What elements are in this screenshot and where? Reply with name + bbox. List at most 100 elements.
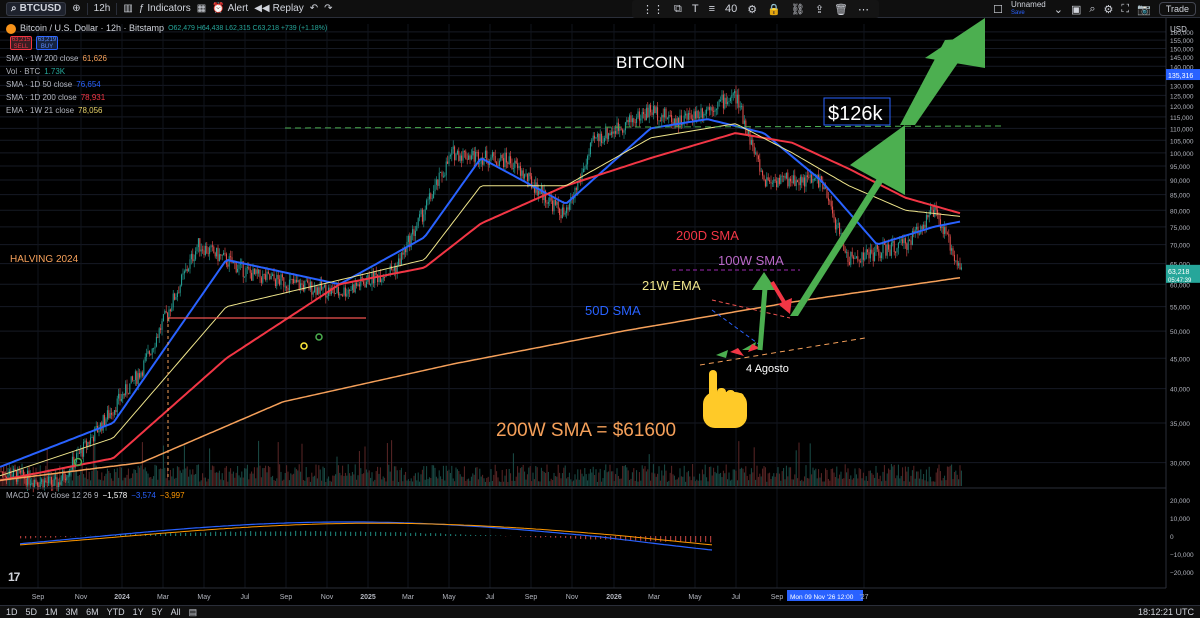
replay-button[interactable]: ◀◀ Replay <box>254 3 304 14</box>
text-tool-icon[interactable]: T <box>691 3 699 15</box>
indicator-legend-row[interactable]: Vol · BTC 1.73K <box>6 65 327 78</box>
watchlist-icon[interactable]: ▣ <box>1070 3 1082 16</box>
volume-bar <box>528 467 530 486</box>
redo-icon[interactable]: ↷ <box>324 3 333 14</box>
down-arrow-shaft <box>770 280 786 304</box>
candle-body <box>118 393 120 399</box>
range-3m[interactable]: 3M <box>65 607 79 617</box>
candle-body <box>419 214 421 218</box>
chart-type-icon[interactable]: ▥ <box>123 3 133 14</box>
camera-icon[interactable]: 📷 <box>1137 3 1151 16</box>
y-tick-label: 75,000 <box>1170 225 1190 232</box>
volume-bar <box>472 473 474 486</box>
macd-histogram-bar <box>275 531 277 536</box>
candle-body <box>311 281 313 295</box>
chart-legend: Bitcoin / U.S. Dollar · 12h · Bitstamp O… <box>6 22 327 117</box>
price-chart[interactable]: BITCOIN $126k HALVING 2024 200D SMA 100W… <box>0 18 1200 605</box>
x-tick-label: Jul <box>732 594 741 601</box>
link-icon[interactable]: ⛓ <box>790 3 805 16</box>
candle-body <box>601 133 603 143</box>
lock-icon[interactable]: 🔒 <box>767 3 781 16</box>
candle-body <box>302 284 304 291</box>
chevron-down-icon[interactable]: ⌄ <box>1053 3 1063 16</box>
layout-checkbox[interactable]: ☐ <box>993 3 1004 16</box>
volume-bar <box>826 469 828 486</box>
volume-bar <box>160 468 162 486</box>
indicators-button[interactable]: ƒ Indicators <box>139 3 191 14</box>
trade-button[interactable]: Trade <box>1158 2 1196 16</box>
indicator-legend-row[interactable]: EMA · 1W 21 close 78,056 <box>6 104 327 117</box>
sell-button[interactable]: 63,215 SELL <box>10 36 32 50</box>
range-all[interactable]: All <box>170 607 181 617</box>
layout-name[interactable]: Unnamed Save <box>1011 1 1046 17</box>
candle-body <box>854 258 856 260</box>
templates-icon[interactable]: ▦ <box>196 3 207 14</box>
volume-bar <box>94 441 96 486</box>
range-1y[interactable]: 1Y <box>132 607 144 617</box>
candle-body <box>956 260 958 266</box>
undo-icon[interactable]: ↶ <box>309 3 319 14</box>
volume-bar <box>561 473 563 486</box>
volume-bar <box>314 475 316 486</box>
brush-size-value[interactable]: 40 <box>725 3 738 15</box>
macd-histogram-bar <box>240 531 242 536</box>
y-tick-label: 140,000 <box>1170 64 1194 71</box>
range-ytd[interactable]: YTD <box>106 607 125 617</box>
volume-bar <box>133 469 135 486</box>
line-weight-icon[interactable]: ≡ <box>708 3 716 15</box>
range-1m[interactable]: 1M <box>45 607 58 617</box>
volume-bar <box>560 478 562 486</box>
candle-body <box>715 109 717 111</box>
share-icon[interactable]: ⇪ <box>814 3 825 16</box>
volume-bar <box>106 468 108 486</box>
buy-button[interactable]: 63,219 BUY <box>36 36 58 50</box>
candle-body <box>644 113 646 120</box>
price-badge <box>1166 264 1200 283</box>
candle-body <box>512 168 514 169</box>
price-axis[interactable] <box>1166 18 1200 586</box>
y-tick-label: 80,000 <box>1170 208 1190 215</box>
candle-body <box>59 482 61 485</box>
candle-body <box>445 161 447 176</box>
settings-icon[interactable]: ⚙ <box>747 3 758 16</box>
volume-bar <box>888 468 890 486</box>
drag-handle-icon[interactable]: ⋮⋮ <box>642 3 664 16</box>
candle-body <box>732 93 734 96</box>
calendar-icon[interactable]: ▤ <box>188 606 198 617</box>
candle-body <box>650 105 652 113</box>
candle-body <box>676 117 678 127</box>
candle-body <box>438 172 440 186</box>
volume-bar <box>833 472 835 486</box>
candle-body <box>903 238 905 244</box>
volume-bar <box>382 476 384 486</box>
volume-bar <box>179 470 181 486</box>
interval-button[interactable]: 12h <box>93 3 111 14</box>
volume-bar <box>452 478 454 486</box>
indicator-legend-row[interactable]: SMA · 1D 200 close 78,931 <box>6 91 327 104</box>
volume-bar <box>612 471 614 486</box>
volume-bar <box>771 476 773 486</box>
indicator-name: SMA · 1W 200 close <box>6 54 79 63</box>
candle-body <box>935 206 937 210</box>
range-6m[interactable]: 6M <box>86 607 99 617</box>
search-icon[interactable]: ⌕ <box>1089 2 1096 15</box>
range-5y[interactable]: 5Y <box>151 607 163 617</box>
range-5d[interactable]: 5D <box>25 607 38 617</box>
compare-icon[interactable]: ⊕ <box>72 3 81 14</box>
indicator-legend-row[interactable]: SMA · 1D 50 close 76,654 <box>6 78 327 91</box>
settings-icon[interactable]: ⚙ <box>1103 3 1114 16</box>
more-icon[interactable]: ⋯ <box>858 3 869 16</box>
range-1d[interactable]: 1D <box>6 607 18 617</box>
indicator-legend-row[interactable]: SMA · 1W 200 close 61,626 <box>6 52 327 65</box>
volume-bar <box>92 444 94 486</box>
candle-body <box>357 284 359 286</box>
alert-button[interactable]: ⏰ Alert <box>212 3 248 14</box>
layers-icon[interactable]: ⧉ <box>674 2 682 15</box>
candle-body <box>902 239 904 244</box>
macd-legend-title: MACD · 2W close 12 26 9 <box>6 491 99 500</box>
volume-bar <box>643 468 645 486</box>
trash-icon[interactable]: 🗑 <box>834 3 848 16</box>
fullscreen-icon[interactable]: ⛶ <box>1121 2 1130 15</box>
candle-body <box>193 259 195 262</box>
symbol-search[interactable]: ⌕ BTCUSD <box>6 1 67 16</box>
